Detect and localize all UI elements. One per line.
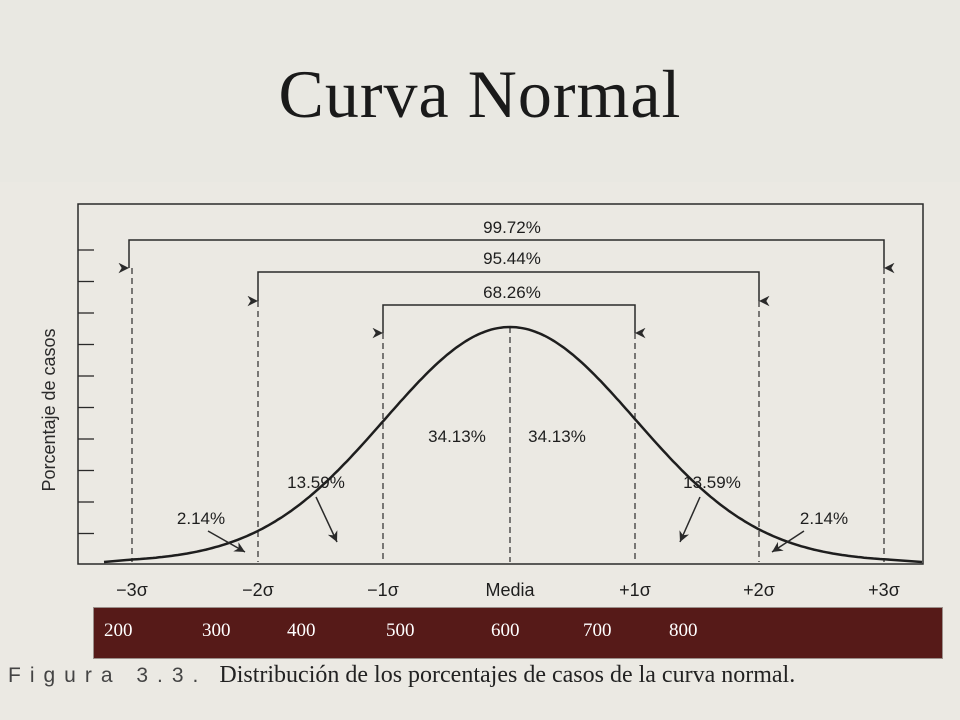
region-tail-right: 2.14%	[800, 509, 848, 528]
x-axis-label: +2σ	[743, 580, 775, 600]
figure-caption: Figura 3.3. Distribución de los porcenta…	[8, 662, 795, 689]
region-mid-right: 13.59%	[683, 473, 741, 492]
score-700: 700	[583, 620, 612, 641]
bracket-99-label: 99.72%	[483, 218, 541, 237]
normal-curve	[103, 325, 923, 564]
region-center-right: 34.13%	[528, 427, 586, 446]
x-axis-labels: −3σ −2σ −1σ Media +1σ +2σ +3σ	[116, 580, 900, 600]
score-600: 600	[491, 620, 520, 641]
region-center-left: 34.13%	[428, 427, 486, 446]
slide-title: Curva Normal	[278, 56, 682, 132]
bracket-68: 68.26%	[372, 282, 646, 339]
bracket-95: 95.44%	[247, 246, 770, 307]
bracket-68-label: 68.26%	[483, 283, 541, 302]
x-axis-label: +1σ	[619, 580, 651, 600]
caption-text: Distribución de los porcentajes de casos…	[219, 662, 796, 688]
bracket-99: 99.72%	[118, 215, 895, 274]
bracket-95-label: 95.44%	[483, 249, 541, 268]
score-400: 400	[287, 620, 316, 641]
score-200: 200	[104, 620, 133, 641]
region-mid-left: 13.59%	[287, 473, 345, 492]
x-axis-label: Media	[485, 580, 535, 600]
plot-frame	[77, 203, 924, 565]
region-tail-left: 2.14%	[177, 509, 225, 528]
score-500: 500	[386, 620, 415, 641]
x-axis-label: +3σ	[868, 580, 900, 600]
x-axis-label: −2σ	[242, 580, 274, 600]
y-axis-label: Porcentaje de casos	[39, 328, 59, 491]
sigma-lines	[131, 268, 885, 562]
pointer-arrows	[207, 496, 805, 553]
slide-header: Curva Normal	[0, 0, 960, 182]
x-axis-label: −3σ	[116, 580, 148, 600]
y-axis-ticks	[78, 249, 94, 535]
x-axis-label: −1σ	[367, 580, 399, 600]
score-bar: 200 300 400 500 600 700 800	[93, 607, 943, 659]
score-800: 800	[669, 620, 698, 641]
caption-label: Figura 3.3.	[8, 664, 208, 687]
score-300: 300	[202, 620, 231, 641]
normal-curve-diagram: Porcentaje de casos 99.72% 95.44% 68.26%…	[39, 203, 924, 600]
